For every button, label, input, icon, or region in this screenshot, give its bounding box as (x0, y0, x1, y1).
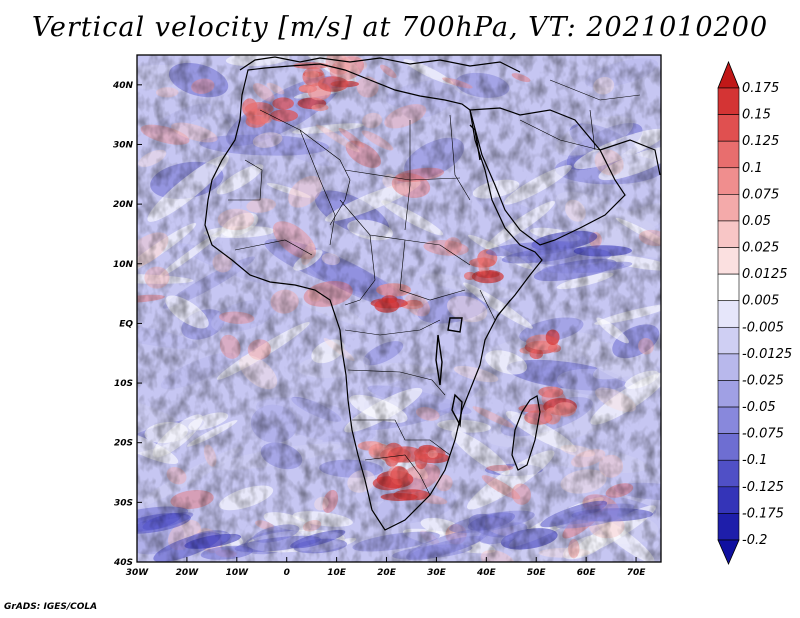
coastlines (204, 56, 661, 531)
colorbar-label: 0.025 (742, 241, 779, 256)
india-coastline (599, 139, 661, 176)
colorbar-bin (717, 247, 740, 275)
colorbar-label: -0.005 (742, 320, 784, 335)
lat-tick-label: 10N (113, 260, 134, 270)
lon-tick-label: 20E (377, 568, 397, 578)
colorbar-label: -0.075 (742, 427, 784, 442)
colorbar-label: 0.05 (742, 214, 771, 229)
colorbar-label: 0.15 (742, 108, 771, 123)
lat-tick-label: 30S (114, 498, 133, 508)
colorbar-bin (717, 380, 740, 408)
colorbar-label: 0.005 (742, 294, 779, 309)
latitude-axis: 40N 30N 20N 10N EQ 10S 20S 30S 40S (112, 81, 142, 568)
colorbar-bin (717, 326, 740, 355)
colorbar-bin (717, 406, 740, 434)
colorbar-bin (717, 220, 740, 248)
colorbar-label: 0.175 (742, 81, 779, 96)
great-lakes (435, 124, 481, 428)
colorbar-bin (717, 300, 740, 328)
colorbar-top-arrow (717, 60, 740, 89)
colorbar-label: -0.05 (742, 400, 776, 415)
colorbar-bin (717, 194, 740, 222)
field-noise (137, 55, 661, 562)
arabia-coastline (469, 107, 626, 246)
longitude-axis: 30W 20W 10W 0 10E 20E 30E 40E 50E 60E 70E (126, 557, 646, 578)
colorbar-bin (717, 167, 740, 195)
colorbar-bin (717, 140, 740, 169)
lat-tick-label: 20S (114, 439, 133, 449)
colorbar-bin (717, 353, 740, 381)
grads-credit: GrADS: IGES/COLA (4, 602, 98, 612)
colorbar-label: -0.175 (742, 506, 784, 521)
madagascar-coastline (511, 395, 541, 471)
plot-frame (136, 54, 662, 563)
lon-tick-label: 30W (126, 568, 150, 578)
lat-tick-label: 40S (113, 558, 133, 568)
lon-tick-label: 50E (527, 568, 547, 578)
lat-tick-label: 20N (113, 200, 134, 210)
colorbar-label: 0.0125 (742, 267, 788, 282)
lat-tick-label: 30N (113, 140, 134, 150)
colorbar-bin (717, 433, 740, 461)
lat-tick-label: EQ (119, 319, 133, 329)
colorbar-bin (717, 273, 740, 302)
colorbar-label: -0.125 (742, 480, 784, 495)
africa-coastline (204, 63, 543, 531)
map-title: Vertical velocity [m/s] at 700hPa, VT: 2… (31, 12, 769, 43)
lon-tick-label: 10W (226, 568, 250, 578)
colorbar-label: -0.0125 (742, 347, 792, 362)
lon-tick-label: 0 (284, 568, 290, 578)
colorbar-label: -0.2 (742, 533, 767, 548)
colorbar-label: 0.125 (742, 134, 779, 149)
colorbar-bin (717, 486, 740, 514)
europe-coastline (239, 56, 521, 73)
lon-tick-label: 70E (627, 568, 647, 578)
colorbar: 0.175 0.15 0.125 0.1 0.075 0.05 0.025 0.0125 0.0… (717, 60, 792, 565)
colorbar-label: -0.1 (742, 453, 767, 468)
colorbar-bottom-arrow (717, 539, 740, 565)
colorbar-label: -0.025 (742, 373, 784, 388)
colorbar-bin (717, 513, 740, 541)
colorbar-label: 0.075 (742, 187, 779, 202)
colorbar-label: 0.1 (742, 161, 763, 176)
colorbar-bin (717, 87, 740, 115)
lat-tick-label: 10S (114, 379, 133, 389)
lon-tick-label: 60E (577, 568, 597, 578)
lon-tick-label: 30E (427, 568, 447, 578)
lat-tick-label: 40N (112, 81, 134, 91)
lon-tick-label: 10E (327, 568, 347, 578)
lon-tick-label: 20W (176, 568, 200, 578)
country-borders (228, 79, 641, 496)
lon-tick-label: 40E (476, 568, 497, 578)
velocity-field (137, 55, 661, 562)
colorbar-bin (717, 459, 740, 488)
colorbar-bin (717, 114, 740, 142)
